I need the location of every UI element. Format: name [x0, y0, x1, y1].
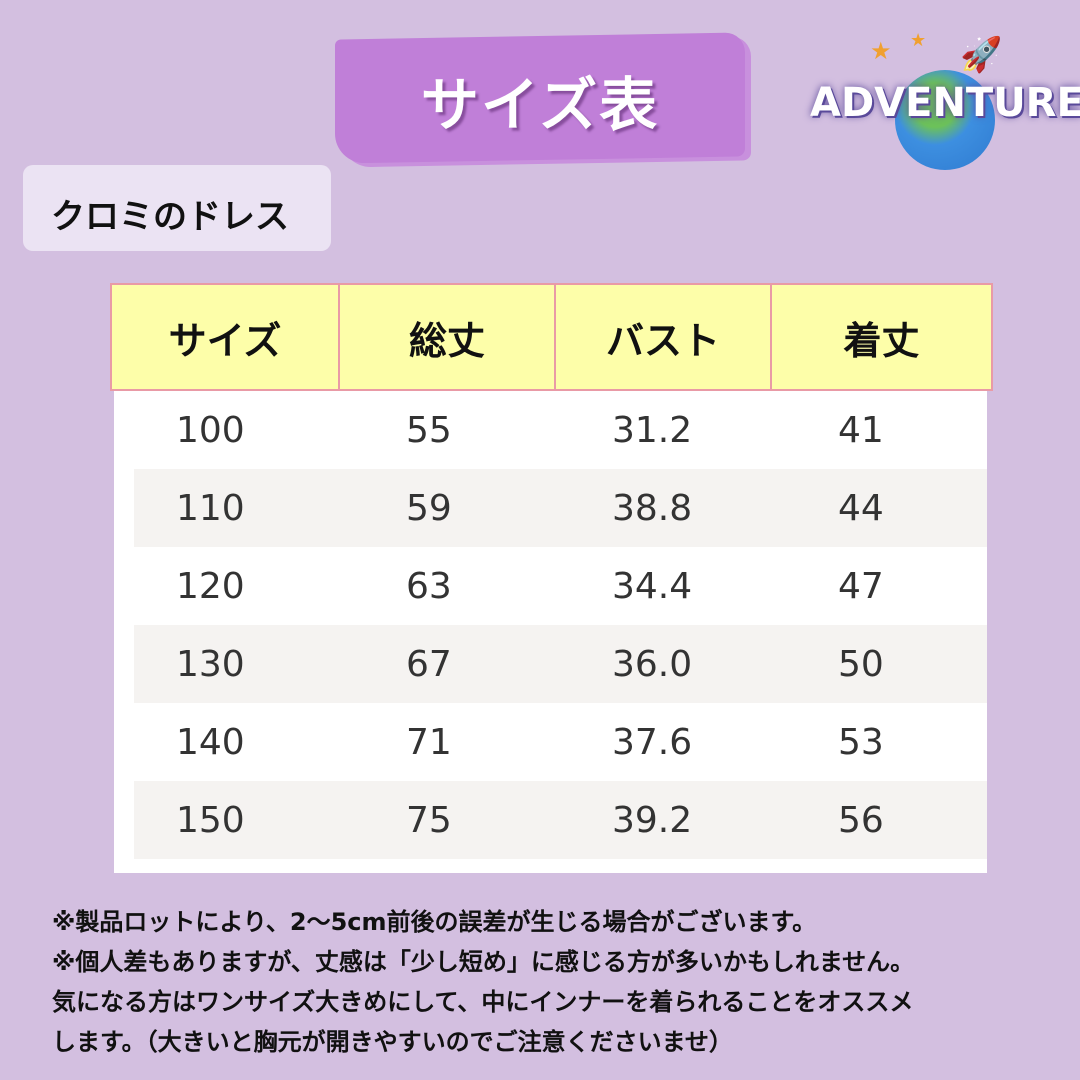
table-cell: 120 — [176, 565, 245, 607]
header-total-length: 総丈 — [338, 283, 556, 391]
size-table: サイズ 総丈 バスト 着丈 100 55 31.2 41 110 59 38.8 44 120 6… — [110, 283, 993, 873]
star-icon: ★ — [870, 37, 892, 65]
notes: ※製品ロットにより、2〜5cm前後の誤差が生じる場合がございます。 ※個人差もあ… — [52, 902, 914, 1062]
table-cell: 41 — [838, 409, 884, 451]
table-cell: 44 — [838, 487, 884, 529]
logo-text: ADVENTURE — [810, 80, 1080, 126]
table-cell: 39.2 — [612, 799, 693, 841]
table-header: サイズ 総丈 バスト 着丈 — [110, 283, 993, 391]
table-cell: 140 — [176, 721, 245, 763]
table-cell: 71 — [406, 721, 452, 763]
table-cell: 75 — [406, 799, 452, 841]
note-line: します。（大きいと胸元が開きやすいのでご注意くださいませ） — [52, 1028, 733, 1056]
table-cell: 63 — [406, 565, 452, 607]
star-icon: ★ — [910, 30, 927, 51]
table-cell: 56 — [838, 799, 884, 841]
table-cell: 110 — [176, 487, 245, 529]
table-cell: 53 — [838, 721, 884, 763]
table-cell: 50 — [838, 643, 884, 685]
table-row: 100 55 31.2 41 — [114, 391, 987, 469]
note-line: 気になる方はワンサイズ大きめにして、中にインナーを着られることをオススメ — [52, 988, 914, 1016]
table-row: 130 67 36.0 50 — [134, 625, 987, 703]
table-cell: 36.0 — [612, 643, 693, 685]
globe-icon — [895, 70, 995, 170]
table-row: 120 63 34.4 47 — [114, 547, 987, 625]
table-body: 100 55 31.2 41 110 59 38.8 44 120 63 34.4 47 130 67 36… — [114, 391, 987, 873]
rocket-icon: 🚀 — [960, 35, 1003, 75]
table-row: 110 59 38.8 44 — [134, 469, 987, 547]
table-cell: 38.8 — [612, 487, 693, 529]
table-cell: 37.6 — [612, 721, 693, 763]
table-cell: 130 — [176, 643, 245, 685]
table-row: 150 75 39.2 56 — [134, 781, 987, 859]
header-bust: バスト — [554, 283, 772, 391]
table-cell: 31.2 — [612, 409, 693, 451]
table-cell: 34.4 — [612, 565, 693, 607]
table-cell: 150 — [176, 799, 245, 841]
note-line: ※製品ロットにより、2〜5cm前後の誤差が生じる場合がございます。 — [52, 908, 817, 936]
table-cell: 55 — [406, 409, 452, 451]
table-cell: 47 — [838, 565, 884, 607]
header-size: サイズ — [110, 283, 340, 391]
table-cell: 67 — [406, 643, 452, 685]
adventure-logo: ★ ★ 🚀 ADVENTURE — [810, 25, 1080, 170]
note-line: ※個人差もありますが、丈感は「少し短め」に感じる方が多いかもしれません。 — [52, 948, 915, 976]
header-length: 着丈 — [770, 283, 993, 391]
product-name: クロミのドレス — [23, 165, 331, 251]
table-cell: 59 — [406, 487, 452, 529]
page-title: サイズ表 — [420, 71, 660, 139]
table-cell: 100 — [176, 409, 245, 451]
table-row: 140 71 37.6 53 — [114, 703, 987, 781]
